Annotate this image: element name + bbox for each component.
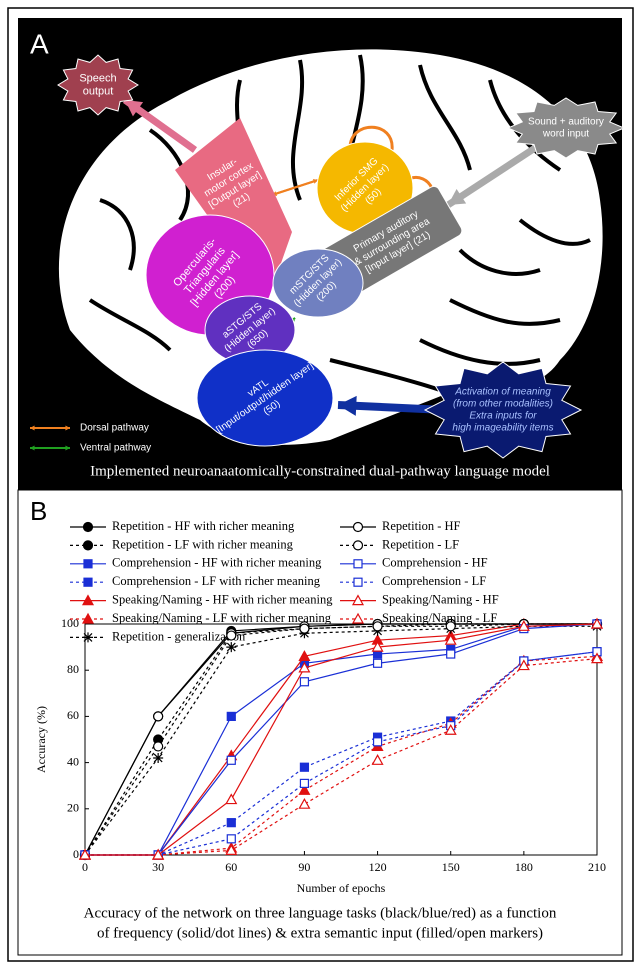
marker (300, 678, 308, 686)
node-label: output (83, 85, 114, 97)
x-tick-label: 210 (588, 860, 606, 874)
legend-label: Speaking/Naming - HF (382, 592, 499, 606)
marker (354, 541, 363, 550)
legend-label: Comprehension - LF with richer meaning (112, 574, 321, 588)
marker (84, 541, 93, 550)
x-axis-label: Number of epochs (297, 881, 386, 895)
marker (227, 819, 235, 827)
node-label: (from other modalities) (453, 399, 553, 410)
x-tick-label: 90 (298, 860, 310, 874)
marker (354, 578, 362, 586)
marker (300, 779, 308, 787)
marker (84, 560, 92, 568)
x-tick-label: 60 (225, 860, 237, 874)
y-tick-label: 100 (61, 616, 79, 630)
x-tick-label: 150 (442, 860, 460, 874)
marker (227, 712, 235, 720)
marker (300, 763, 308, 771)
marker (84, 578, 92, 586)
x-tick-label: 120 (369, 860, 387, 874)
figure: A SpeechoutputInsular-motor cortex[Outpu… (0, 0, 641, 969)
legend-label: Ventral pathway (80, 443, 151, 454)
marker (354, 560, 362, 568)
marker (354, 523, 363, 532)
marker (447, 650, 455, 658)
x-tick-label: 30 (152, 860, 164, 874)
caption-line: Accuracy of the network on three languag… (84, 905, 557, 921)
node: vATL[Input/output/hidden layer](50) (197, 350, 333, 446)
legend-label: Comprehension - HF with richer meaning (112, 556, 322, 570)
marker (154, 742, 163, 751)
panel-label: B (30, 496, 47, 526)
legend-label: Repetition - generalization (112, 629, 246, 643)
legend-label: Comprehension - LF (382, 574, 486, 588)
marker (300, 624, 309, 633)
y-tick-label: 60 (67, 708, 79, 722)
marker (374, 659, 382, 667)
legend-label: Speaking/Naming - HF with richer meaning (112, 592, 333, 606)
legend-label: Speaking/Naming - LF (382, 611, 497, 625)
node-label: high imageability items (452, 423, 553, 434)
x-tick-label: 0 (82, 860, 88, 874)
panel-label: A (30, 28, 49, 59)
legend-label: Repetition - LF (382, 537, 459, 551)
caption-line: of frequency (solid/dot lines) & extra s… (97, 925, 543, 941)
legend-label: Repetition - LF with richer meaning (112, 537, 294, 551)
legend-label: Speaking/Naming - LF with richer meaning (112, 611, 332, 625)
node-label: Sound + auditory (528, 117, 604, 128)
marker (227, 756, 235, 764)
y-tick-label: 20 (67, 801, 79, 815)
node-label: Extra inputs for (469, 411, 537, 422)
legend-label: Repetition - HF (382, 519, 461, 533)
page: {"panel_a": {"label": "A", "nodes": [ {"… (0, 0, 641, 969)
marker (227, 835, 235, 843)
legend-label: Dorsal pathway (80, 423, 149, 434)
y-tick-label: 40 (67, 754, 79, 768)
marker (153, 753, 163, 763)
y-axis-label: Accuracy (%) (34, 706, 48, 773)
marker (84, 523, 93, 532)
node-label: word input (542, 129, 589, 140)
legend-label: Repetition - HF with richer meaning (112, 519, 295, 533)
node: mSTG/STS(Hidden layer)(200) (273, 249, 363, 317)
y-tick-label: 0 (73, 847, 79, 861)
caption: Implemented neuroanaatomically-constrain… (90, 463, 550, 479)
marker (227, 631, 236, 640)
y-tick-label: 80 (67, 662, 79, 676)
x-tick-label: 180 (515, 860, 533, 874)
marker (83, 632, 93, 642)
legend-label: Comprehension - HF (382, 556, 488, 570)
marker (226, 642, 236, 652)
marker (373, 622, 382, 631)
node-label: Speech (79, 72, 116, 84)
node-label: Activation of meaning (454, 387, 551, 398)
marker (374, 738, 382, 746)
marker (154, 712, 163, 721)
